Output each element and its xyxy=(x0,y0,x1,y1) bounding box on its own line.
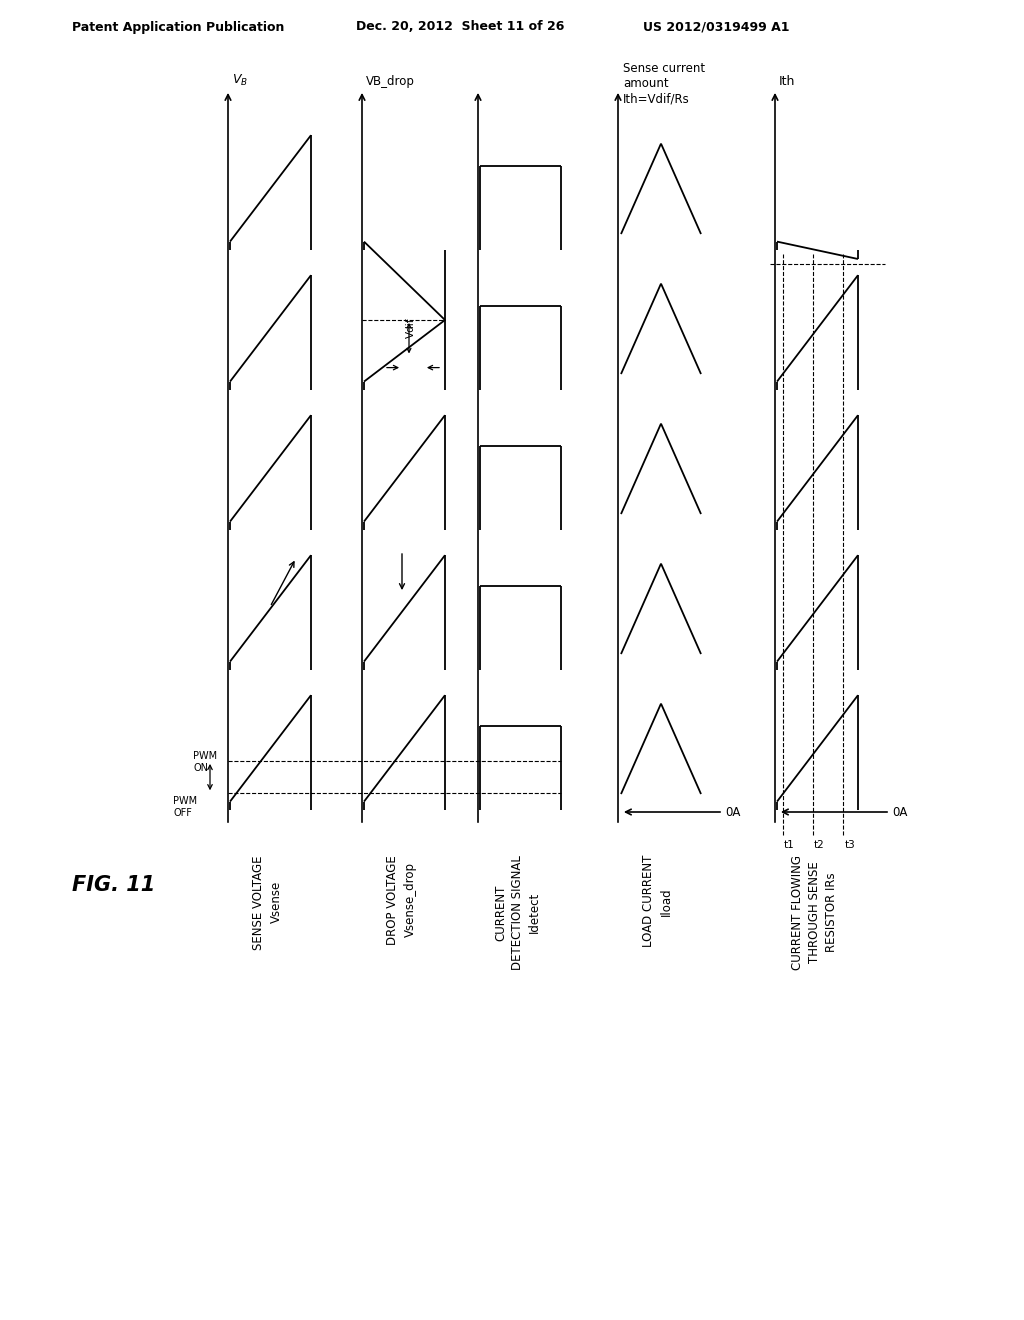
Text: Sense current: Sense current xyxy=(623,62,706,75)
Text: CURRENT FLOWING
THROUGH SENSE
RESISTOR IRs: CURRENT FLOWING THROUGH SENSE RESISTOR I… xyxy=(791,855,838,970)
Text: t2: t2 xyxy=(814,840,824,850)
Text: VB_drop: VB_drop xyxy=(366,75,415,88)
Text: FIG. 11: FIG. 11 xyxy=(72,875,156,895)
Text: 0A: 0A xyxy=(892,805,907,818)
Text: Dec. 20, 2012  Sheet 11 of 26: Dec. 20, 2012 Sheet 11 of 26 xyxy=(356,21,564,33)
Text: t3: t3 xyxy=(845,840,855,850)
Text: PWM: PWM xyxy=(193,751,217,762)
Text: t1: t1 xyxy=(783,840,795,850)
Text: OFF: OFF xyxy=(173,808,191,818)
Text: LOAD CURRENT
Iload: LOAD CURRENT Iload xyxy=(642,855,673,948)
Text: Ith=Vdif/Rs: Ith=Vdif/Rs xyxy=(623,92,690,106)
Text: 0A: 0A xyxy=(725,805,740,818)
Text: US 2012/0319499 A1: US 2012/0319499 A1 xyxy=(643,21,790,33)
Text: amount: amount xyxy=(623,77,669,90)
Text: DROP VOLTAGE
Vsense_drop: DROP VOLTAGE Vsense_drop xyxy=(386,855,417,945)
Text: SENSE VOLTAGE
Vsense: SENSE VOLTAGE Vsense xyxy=(253,855,283,949)
Text: ON: ON xyxy=(193,763,208,774)
Text: Ith: Ith xyxy=(779,75,796,88)
Text: Patent Application Publication: Patent Application Publication xyxy=(72,21,285,33)
Text: Vdif: Vdif xyxy=(406,318,416,338)
Text: CURRENT
DETECTION SIGNAL
Idetect: CURRENT DETECTION SIGNAL Idetect xyxy=(494,855,541,970)
Text: PWM: PWM xyxy=(173,796,198,807)
Text: $V_B$: $V_B$ xyxy=(232,73,248,88)
